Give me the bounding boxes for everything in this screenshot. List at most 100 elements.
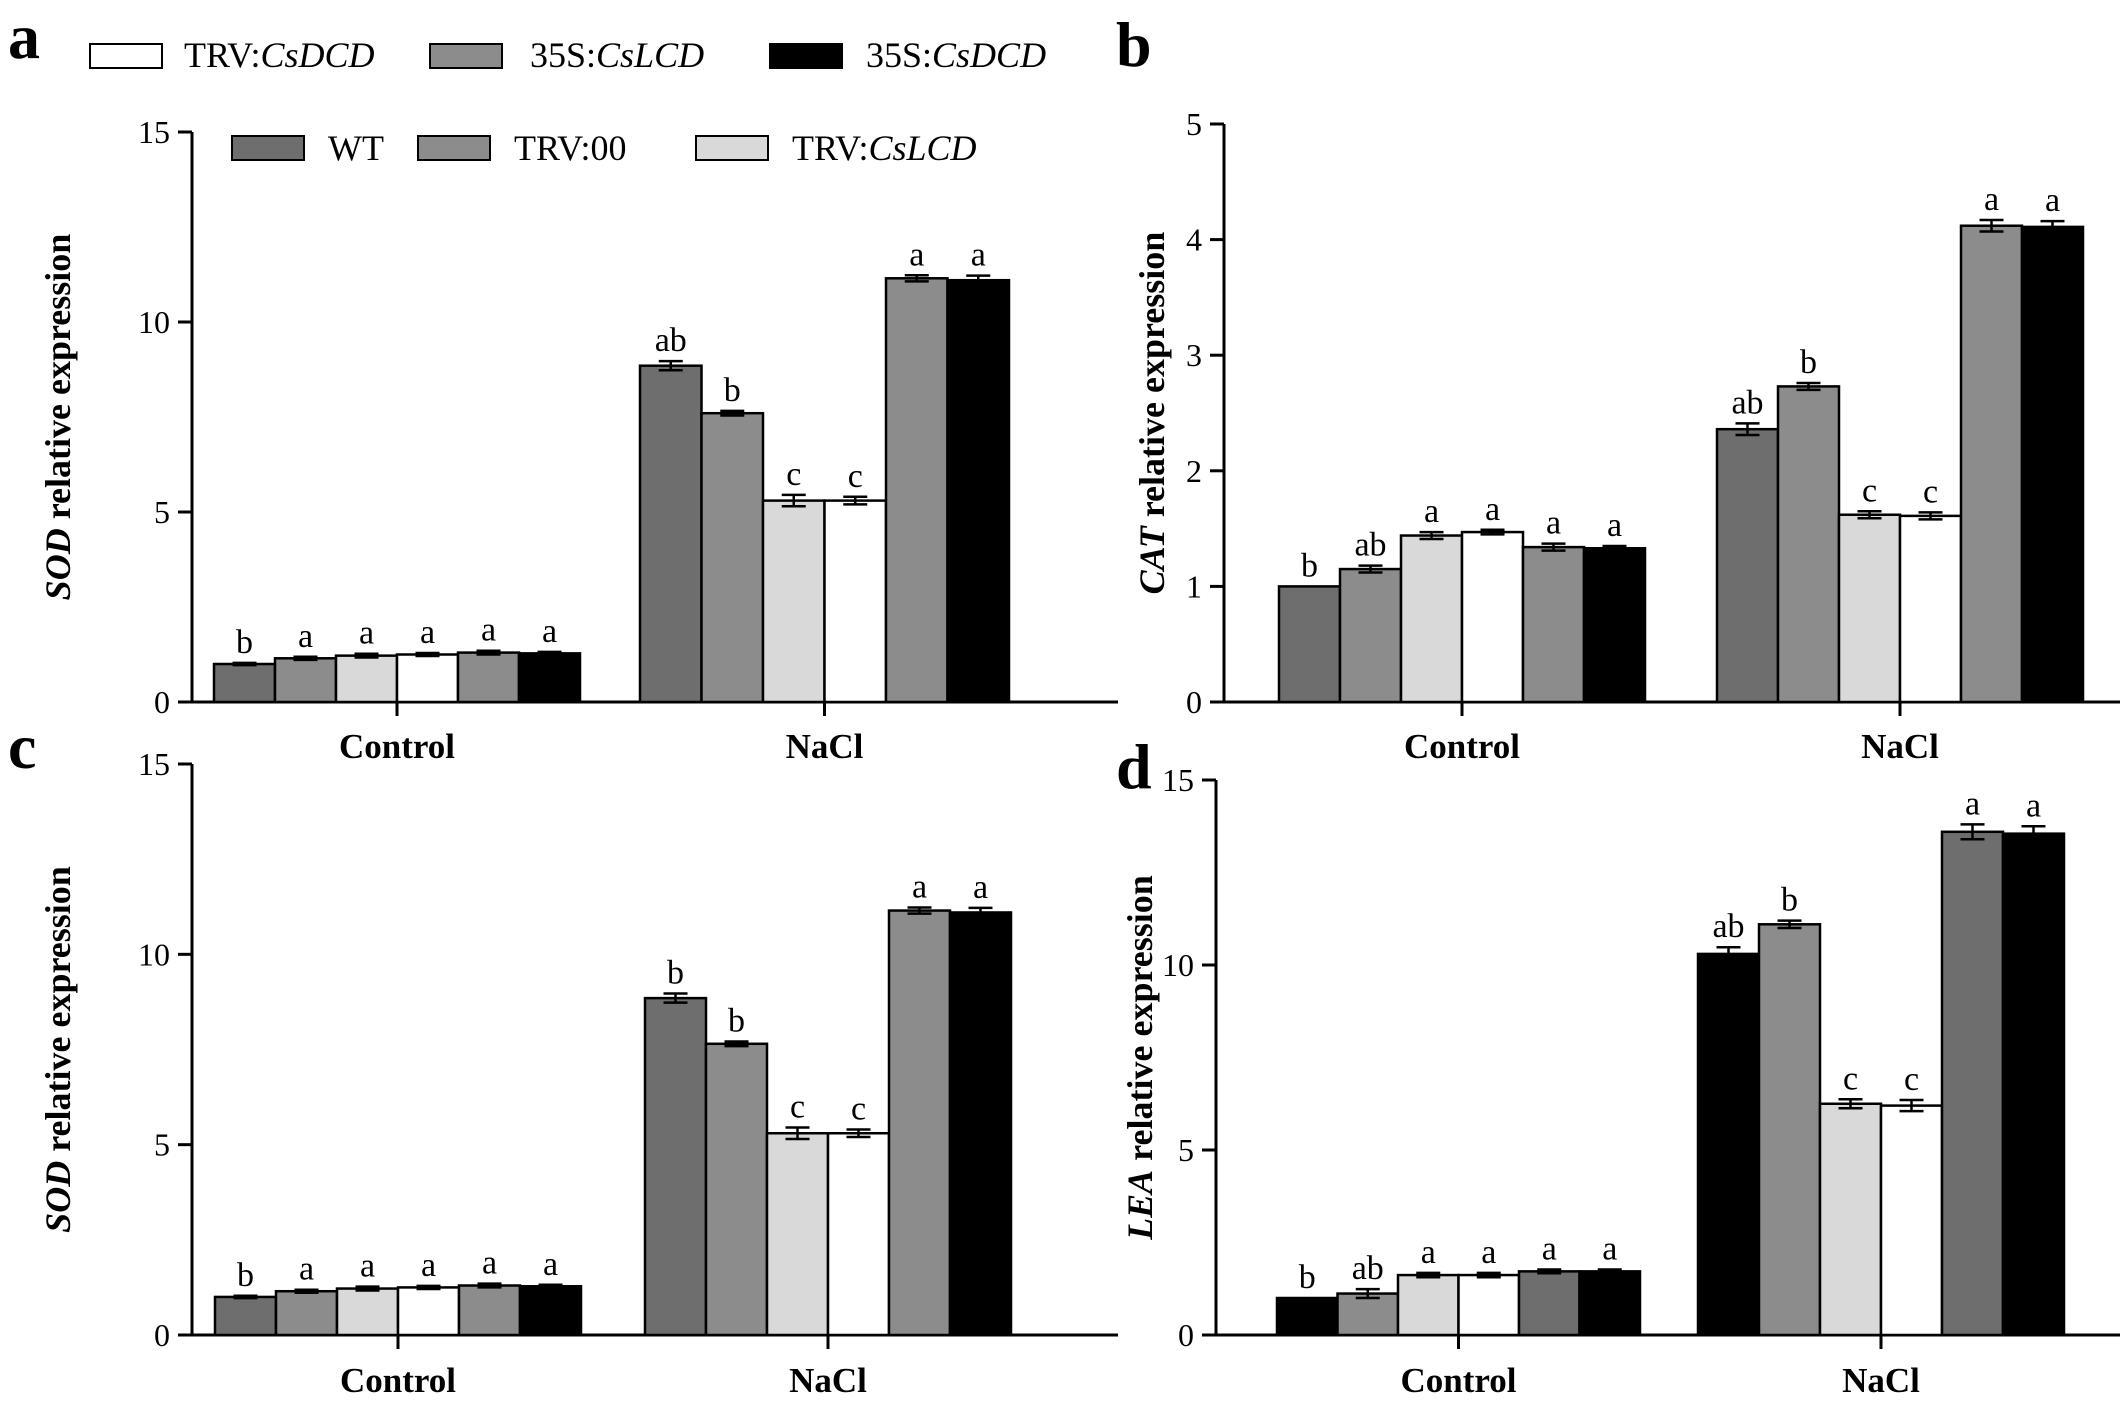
legend: TRV:CsDCD 35S:CsLCD 35S:CsDCD WT TRV:00 …: [89, 35, 1046, 168]
y-tick-label: 2: [1186, 453, 1202, 489]
legend-swatch-wt: [231, 135, 305, 161]
legend-label-trv-csdcd: TRV:CsDCD: [184, 35, 374, 75]
significance-label: ab: [1354, 527, 1386, 564]
bar: [1457, 1273, 1521, 1337]
significance-label: a: [420, 614, 435, 651]
bar: [884, 277, 949, 704]
bar: [1578, 1270, 1642, 1337]
bar: [273, 657, 338, 704]
significance-label: ab: [1352, 1250, 1384, 1287]
significance-label: b: [236, 624, 253, 661]
significance-label: a: [1481, 1234, 1496, 1271]
significance-label: ab: [1712, 908, 1744, 945]
significance-label: a: [1542, 1231, 1557, 1268]
bar: [213, 1295, 278, 1337]
significance-label: a: [1546, 505, 1561, 542]
significance-label: a: [1965, 785, 1980, 822]
y-tick-label: 3: [1186, 337, 1202, 373]
bar: [704, 1042, 769, 1337]
bar: [456, 651, 521, 704]
bar: [761, 499, 826, 704]
bar: [1399, 534, 1464, 704]
y-tick-label: 1: [1186, 568, 1202, 604]
significance-label: c: [1843, 1060, 1858, 1097]
y-axis-label: LEA relative expression: [1120, 875, 1160, 1241]
significance-label: c: [851, 1090, 866, 1127]
bar: [1898, 514, 1963, 704]
significance-label: a: [1424, 493, 1439, 530]
bar: [334, 654, 399, 704]
legend-label-35s-cslcd: 35S:CsLCD: [530, 35, 704, 75]
bar: [274, 1289, 339, 1337]
bar: [700, 411, 765, 704]
bar: [643, 996, 708, 1337]
y-tick-label: 10: [138, 304, 170, 340]
bar: [2020, 225, 2085, 704]
bar: [1460, 530, 1525, 704]
bar: [518, 1285, 583, 1337]
bar: [517, 652, 582, 704]
bar: [1521, 545, 1586, 704]
significance-label: c: [1923, 473, 1938, 510]
category-label-control: Control: [1404, 727, 1520, 766]
significance-label: a: [481, 612, 496, 649]
y-tick-label: 10: [1162, 947, 1194, 983]
significance-label: a: [2045, 182, 2060, 219]
legend-swatch-35s-cslcd: [429, 43, 503, 69]
significance-label: a: [360, 1248, 375, 1285]
y-tick-label: 0: [154, 1317, 170, 1353]
bar: [1517, 1270, 1581, 1337]
panel-letter-c: c: [8, 711, 36, 782]
y-axis-label: SOD relative expression: [38, 234, 78, 601]
bar: [1818, 1102, 1883, 1337]
significance-label: a: [543, 1246, 558, 1283]
y-tick-label: 15: [138, 114, 170, 150]
y-tick-label: 15: [1162, 762, 1194, 798]
significance-label: a: [542, 613, 557, 650]
bar: [1277, 585, 1342, 704]
legend-label-35s-csdcd: 35S:CsDCD: [866, 35, 1046, 75]
significance-label: c: [786, 456, 801, 493]
significance-label: a: [359, 615, 374, 652]
panel-letter-a: a: [8, 1, 40, 72]
bar: [823, 499, 888, 704]
legend-swatch-trv-cslcd: [695, 135, 769, 161]
bar: [395, 653, 460, 704]
significance-label: a: [1602, 1231, 1617, 1268]
bar: [1757, 923, 1822, 1337]
significance-label: a: [912, 869, 927, 906]
bar: [1715, 427, 1780, 704]
bar: [826, 1131, 891, 1337]
category-label-nacl: NaCl: [786, 727, 864, 766]
legend-label-trv-cslcd: TRV:CsLCD: [792, 128, 977, 168]
y-tick-label: 15: [138, 746, 170, 782]
significance-label: b: [1301, 547, 1318, 584]
significance-label: c: [790, 1089, 805, 1126]
category-label-control: Control: [340, 1361, 456, 1400]
bar: [1776, 385, 1841, 704]
bar: [638, 364, 703, 704]
significance-label: a: [298, 618, 313, 655]
significance-label: b: [1800, 344, 1817, 381]
bar: [1582, 547, 1647, 704]
bar: [1940, 830, 2005, 1337]
significance-label: c: [848, 458, 863, 495]
y-axis-label: SOD relative expression: [38, 866, 78, 1233]
significance-label: a: [973, 869, 988, 906]
category-label-nacl: NaCl: [1861, 727, 1939, 766]
significance-label: b: [667, 955, 684, 992]
bar: [1837, 513, 1902, 704]
bar: [1338, 567, 1403, 704]
chart-panel-a: a SOD relative expression 0 5 10 15 Control b a a…: [8, 1, 1118, 766]
bar: [1959, 224, 2024, 704]
y-tick-label: 5: [1178, 1132, 1194, 1168]
bar: [1336, 1292, 1400, 1337]
significance-label: a: [1984, 181, 1999, 218]
significance-label: a: [482, 1245, 497, 1282]
significance-label: c: [1862, 472, 1877, 509]
bar: [335, 1287, 400, 1337]
chart-panel-c: c SOD relative expression 0 5 10 15 Control b a a…: [8, 711, 1118, 1400]
legend-row-1: TRV:CsDCD 35S:CsLCD 35S:CsDCD: [89, 35, 1046, 75]
